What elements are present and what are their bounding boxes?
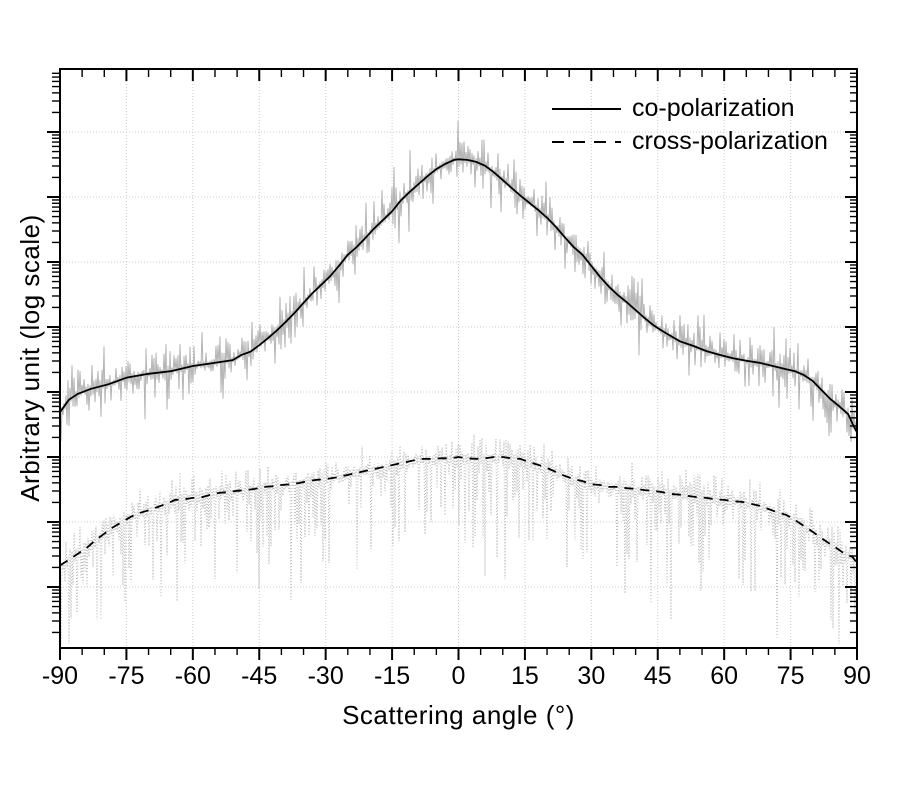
x-tick-label: 75 — [777, 662, 805, 690]
x-tick-label: 90 — [843, 662, 871, 690]
x-tick-label: 15 — [511, 662, 539, 690]
solid-line-sample-icon — [552, 107, 621, 110]
x-tick-label: -75 — [108, 662, 144, 690]
legend-entry-co-polarization: co-polarization — [552, 92, 828, 125]
x-tick-label: -45 — [241, 662, 277, 690]
grid — [60, 69, 857, 648]
legend-entry-cross-polarization: cross-polarization — [552, 125, 828, 158]
x-axis-title: Scattering angle (°) — [342, 700, 575, 730]
dashed-line-sample-icon — [552, 140, 621, 143]
axes — [47, 68, 858, 660]
x-tick-label: -30 — [308, 662, 344, 690]
co-polarization-curve — [61, 158, 856, 433]
x-tick-labels: -90 -75 -60 -45 -30 -15 0 15 30 45 60 75 90 — [42, 662, 871, 690]
x-tick-label: -15 — [374, 662, 410, 690]
x-tick-label: 0 — [452, 662, 466, 690]
legend-label: co-polarization — [632, 94, 795, 122]
x-tick-label: -60 — [175, 662, 211, 690]
x-tick-label: 60 — [710, 662, 738, 690]
x-tick-label: 30 — [577, 662, 605, 690]
x-tick-label: 45 — [644, 662, 672, 690]
legend: co-polarization cross-polarization — [552, 92, 828, 158]
co-polarization-raw-trace — [61, 120, 856, 443]
y-axis-title: Arbitrary unit (log scale) — [15, 214, 45, 502]
legend-label: cross-polarization — [632, 127, 828, 155]
x-tick-label: -90 — [42, 662, 78, 690]
cross-polarization-curve — [61, 456, 856, 566]
